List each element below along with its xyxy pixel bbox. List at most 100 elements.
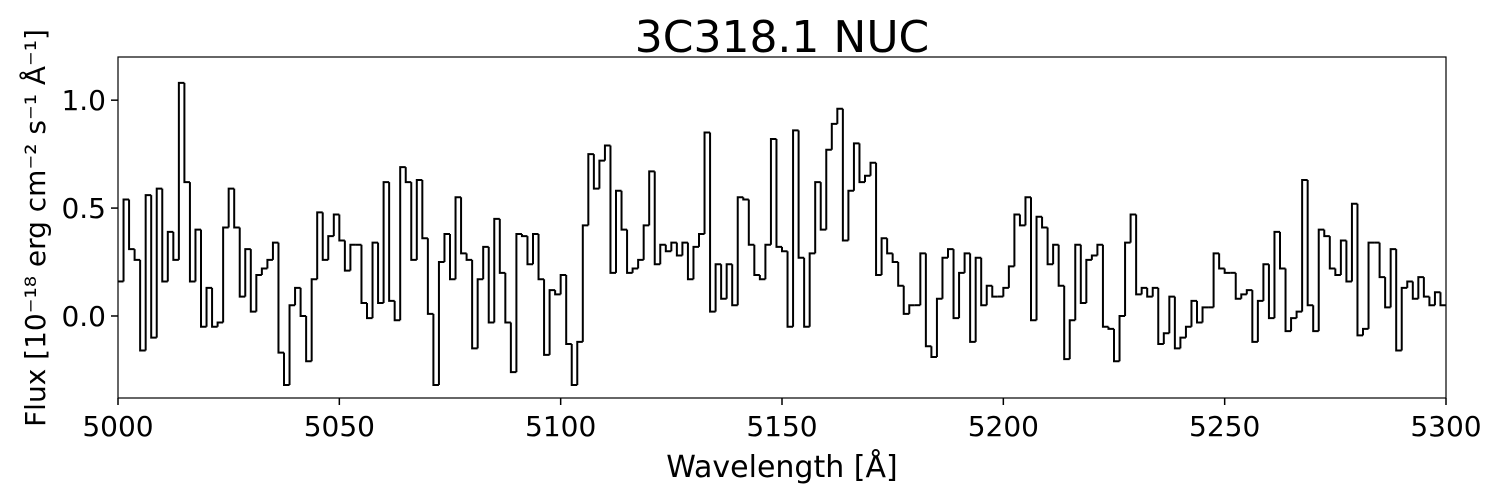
spectrum-step — [559, 273, 567, 295]
spectrum-step — [216, 321, 224, 327]
spectrum-step — [1085, 258, 1092, 304]
spectrum-step — [775, 139, 782, 248]
spectrum-step — [1212, 252, 1220, 308]
spectrum-step — [200, 229, 207, 328]
spectrum-step — [1052, 243, 1059, 265]
spectrum-step — [908, 304, 915, 314]
spectrum-step — [736, 196, 744, 306]
spectrum-step — [1428, 296, 1435, 307]
spectrum-step — [930, 346, 937, 358]
spectrum-step — [974, 256, 982, 342]
spectrum-step — [1124, 241, 1131, 316]
x-tick-label: 5300 — [1410, 410, 1481, 443]
spectrum-step — [637, 258, 644, 269]
spectrum-step — [731, 264, 738, 307]
spectrum-step — [947, 248, 954, 258]
spectrum-step — [1400, 286, 1408, 351]
spectrum-step — [460, 197, 467, 255]
spectrum-step — [1295, 310, 1303, 319]
spectrum-step — [1190, 299, 1197, 327]
spectrum-step — [880, 237, 888, 275]
spectrum-step — [875, 162, 882, 276]
spectrum-step — [963, 252, 971, 273]
spectrum-step — [1196, 300, 1203, 324]
spectrum-step — [1218, 253, 1225, 270]
spectrum-step — [183, 82, 190, 184]
spectrum-step — [1384, 277, 1391, 309]
spectrum-step — [476, 278, 484, 349]
spectrum-step — [1367, 241, 1375, 329]
spectrum-step — [133, 249, 141, 261]
spectrum-step — [1439, 292, 1446, 307]
spectrum-step — [620, 190, 628, 231]
spectrum-step — [985, 284, 993, 306]
spectrum-step — [1162, 332, 1170, 345]
y-tick-label: 0.5 — [61, 192, 106, 225]
spectrum-step — [238, 227, 246, 298]
y-tick-label: 1.0 — [61, 84, 106, 117]
spectrum-step — [786, 251, 794, 328]
spectrum-step — [338, 214, 345, 242]
spectrum-step — [465, 253, 473, 261]
spectrum-step — [294, 286, 301, 306]
spectrum-step — [1129, 213, 1137, 243]
spectrum-step — [1301, 179, 1308, 312]
spectrum-step — [1356, 203, 1363, 337]
spectrum-step — [1240, 293, 1247, 299]
spectrum-step — [437, 261, 445, 386]
spectrum-step — [205, 286, 213, 327]
spectrum-step — [454, 196, 462, 280]
spectrum-step — [1068, 319, 1076, 360]
spectrum-step — [1417, 276, 1424, 299]
spectrum-step — [161, 188, 168, 283]
spectrum-step — [1157, 287, 1164, 346]
spectrum-step — [532, 232, 539, 265]
spectrum-step — [891, 253, 899, 264]
spectrum-step — [1350, 202, 1358, 282]
spectrum-step — [1113, 328, 1120, 363]
spectrum-step — [255, 273, 262, 312]
spectrum-step — [1284, 268, 1292, 333]
y-tick-label: 0.0 — [61, 300, 106, 333]
spectrum-step — [869, 161, 877, 176]
spectrum-step — [410, 182, 417, 261]
spectrum-step — [836, 107, 843, 124]
spectrum-step — [1334, 268, 1341, 276]
spectrum-step — [720, 264, 727, 300]
spectrum-step — [664, 244, 672, 253]
spectrum-step — [194, 228, 201, 282]
spectrum-step — [1007, 265, 1015, 288]
spectrum-step — [349, 243, 356, 271]
spectrum-step — [509, 322, 517, 374]
spectrum-step — [675, 242, 683, 257]
spectrum-step — [321, 212, 329, 261]
spectrum-step — [825, 148, 832, 230]
spectrum-step — [526, 236, 533, 266]
spectrum-step — [1262, 263, 1269, 301]
spectrum-step — [1168, 295, 1175, 334]
spectrum-step — [692, 245, 699, 280]
spectrum-step — [377, 242, 384, 305]
spectrum-step — [144, 194, 152, 351]
spectrum-step — [592, 154, 600, 190]
spectrum-step — [393, 300, 401, 322]
spectrum-step — [958, 271, 965, 319]
spectrum-step — [1101, 244, 1109, 328]
spectrum-step — [1074, 243, 1081, 321]
x-tick-label: 5050 — [304, 410, 375, 443]
x-tick-label: 5150 — [746, 410, 817, 443]
spectrum-step — [388, 182, 395, 302]
spectrum-step — [648, 170, 655, 226]
spectrum-step — [1317, 228, 1325, 332]
spectrum-step — [714, 263, 722, 312]
spectrum-step — [1306, 180, 1314, 307]
spectrum-step — [316, 211, 323, 280]
spectrum-step — [952, 249, 960, 320]
spectrum-step — [797, 130, 805, 259]
spectrum-step — [139, 259, 146, 352]
spectrum-step — [1179, 336, 1186, 349]
spectrum-step — [222, 226, 229, 323]
spectrum-step — [1362, 327, 1369, 336]
spectrum-step — [487, 246, 495, 324]
